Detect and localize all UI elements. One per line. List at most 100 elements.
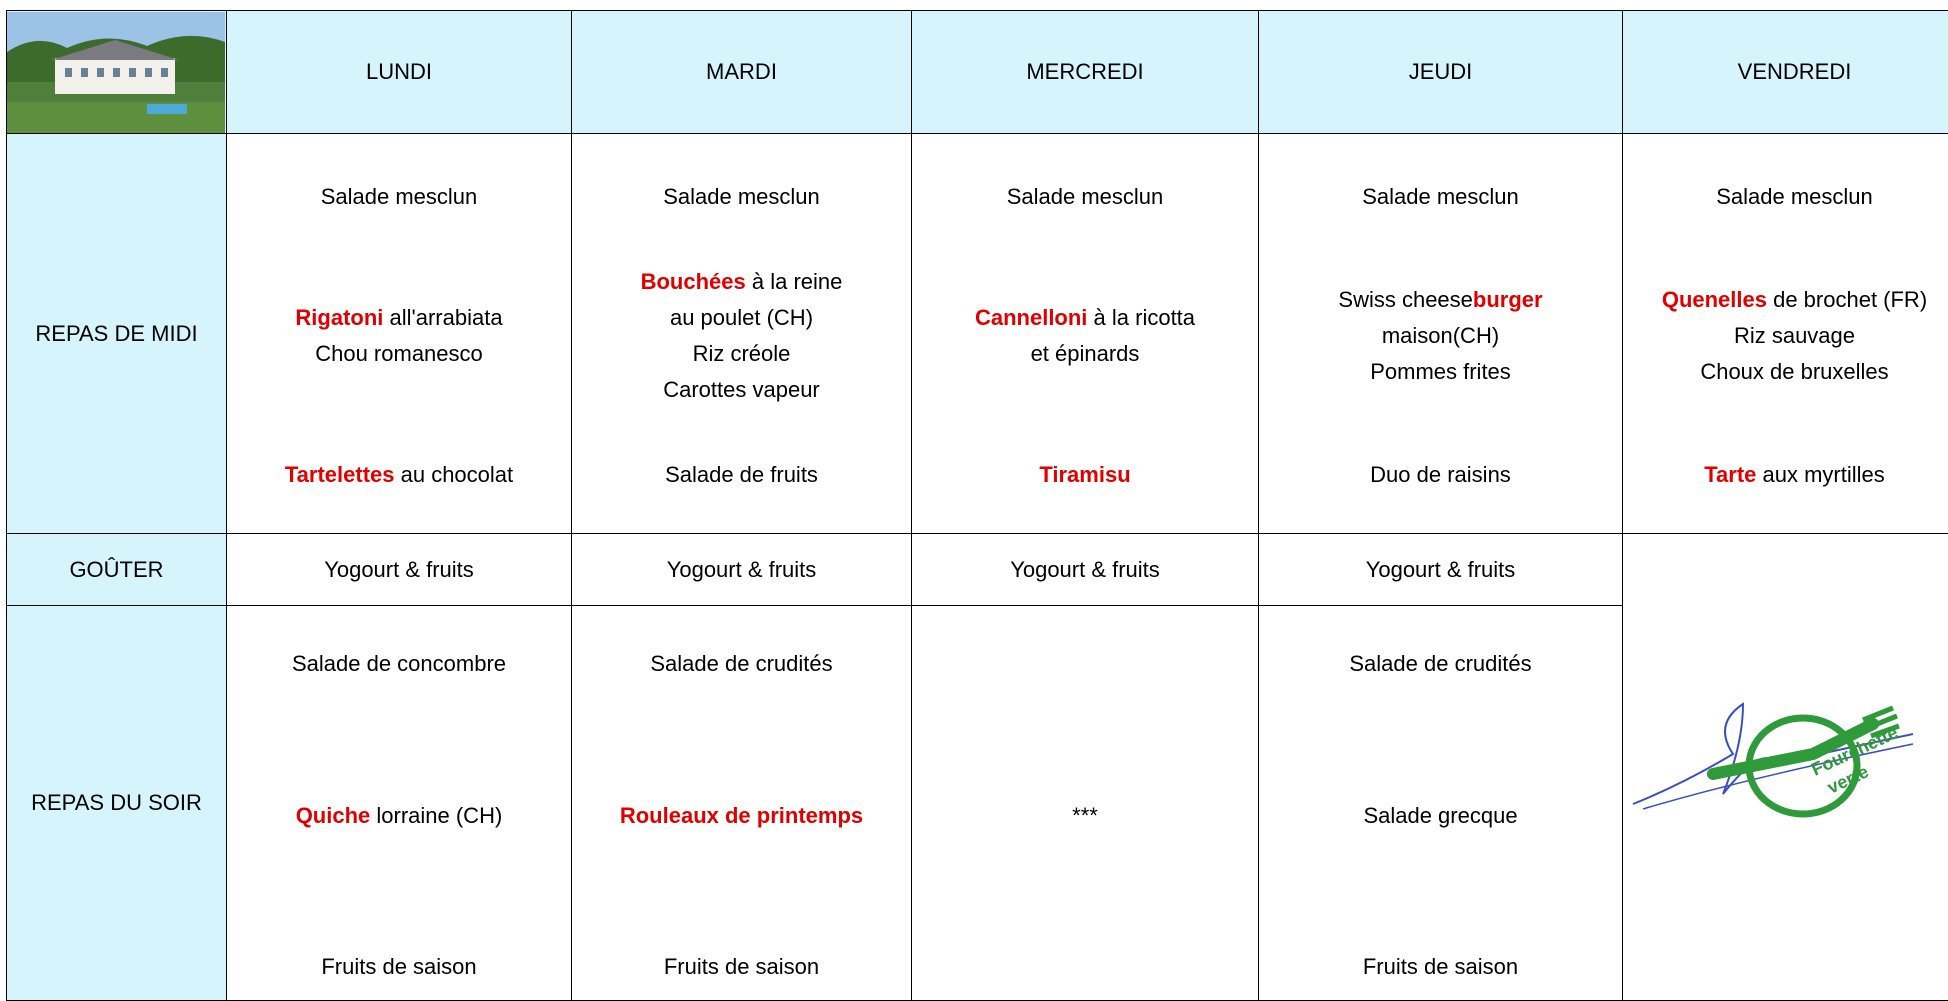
- dish-highlight: Tarte: [1704, 462, 1756, 487]
- course: Salade mesclun: [231, 179, 567, 215]
- course: Tarte aux myrtilles: [1627, 457, 1948, 493]
- menu-items: ***: [912, 606, 1258, 1000]
- course: Yogourt & fruits: [231, 552, 567, 588]
- dish-line: Salade mesclun: [1263, 179, 1618, 215]
- dish-line: Choux de bruxelles: [1627, 354, 1948, 390]
- course: Yogourt & fruits: [1263, 552, 1618, 588]
- menu-items: Salade mesclun Quenelles de brochet (FR)R…: [1623, 134, 1948, 533]
- course: ***: [916, 798, 1254, 834]
- course: Duo de raisins: [1263, 457, 1618, 493]
- dish-text: Swiss cheese: [1338, 287, 1473, 312]
- dish-line: Duo de raisins: [1263, 457, 1618, 493]
- menu-items: Yogourt & fruits: [227, 534, 571, 605]
- menu-cell: Yogourt & fruits: [227, 534, 572, 606]
- dish-line: Yogourt & fruits: [231, 552, 567, 588]
- course: Salade grecque: [1263, 798, 1618, 834]
- dish-line: Salade mesclun: [576, 179, 907, 215]
- dish-text: au poulet (CH): [670, 305, 813, 330]
- course: Salade mesclun: [576, 179, 907, 215]
- dish-line: Cannelloni à la ricotta: [916, 300, 1254, 336]
- course: Salade mesclun: [916, 179, 1254, 215]
- dish-line: Salade mesclun: [231, 179, 567, 215]
- dish-line: Carottes vapeur: [576, 372, 907, 408]
- course: Bouchées à la reine au poulet (CH) Riz cré…: [576, 264, 907, 408]
- dish-text: Duo de raisins: [1370, 462, 1511, 487]
- menu-cell: Yogourt & fruits: [1259, 534, 1623, 606]
- dish-text: Yogourt & fruits: [324, 557, 474, 582]
- dish-highlight: Cannelloni: [975, 305, 1087, 330]
- meal-label: REPAS DE MIDI: [7, 134, 227, 534]
- dish-line: ***: [916, 798, 1254, 834]
- dish-text: au chocolat: [395, 462, 514, 487]
- meal-label: GOÛTER: [7, 534, 227, 606]
- dish-text: Salade grecque: [1363, 803, 1517, 828]
- chateau-photo: [7, 12, 225, 133]
- dish-line: Yogourt & fruits: [576, 552, 907, 588]
- menu-cell: Salade mesclun Quenelles de brochet (FR)R…: [1623, 134, 1948, 534]
- dish-text: Fruits de saison: [321, 954, 476, 979]
- dish-text: Yogourt & fruits: [1010, 557, 1160, 582]
- dish-text: Salade mesclun: [1362, 184, 1519, 209]
- dish-line: Fruits de saison: [1263, 949, 1618, 985]
- dish-line: Salade grecque: [1263, 798, 1618, 834]
- dish-line: Swiss cheeseburger: [1263, 282, 1618, 318]
- menu-items: Salade de crudités Salade grecque Fruits d…: [1259, 606, 1622, 1000]
- dish-line: au poulet (CH): [576, 300, 907, 336]
- course: Salade de fruits: [576, 457, 907, 493]
- dish-text: Chou romanesco: [315, 341, 483, 366]
- dish-line: Riz créole: [576, 336, 907, 372]
- dish-text: Choux de bruxelles: [1700, 359, 1888, 384]
- course: Cannelloni à la ricotta et épinards: [916, 300, 1254, 372]
- menu-cell: Yogourt & fruits: [912, 534, 1259, 606]
- course: Fruits de saison: [1263, 949, 1618, 985]
- dish-line: Salade mesclun: [916, 179, 1254, 215]
- dish-line: Tartelettes au chocolat: [231, 457, 567, 493]
- day-header: MARDI: [572, 11, 912, 134]
- dish-text: Pommes frites: [1370, 359, 1511, 384]
- dish-line: Tiramisu: [916, 457, 1254, 493]
- dish-text: Salade mesclun: [663, 184, 820, 209]
- dish-highlight: Rigatoni: [295, 305, 383, 330]
- menu-items: Salade mesclun Cannelloni à la ricotta et …: [912, 134, 1258, 533]
- dish-text: Salade de concombre: [292, 651, 506, 676]
- menu-cell: Salade mesclun Swiss cheeseburger maison(C…: [1259, 134, 1623, 534]
- dish-text: Salade mesclun: [1716, 184, 1873, 209]
- dish-text: maison(CH): [1382, 323, 1499, 348]
- menu-items: Salade de concombre Quiche lorraine (CH) F…: [227, 606, 571, 1000]
- course: Quiche lorraine (CH): [231, 798, 567, 834]
- dish-line: Yogourt & fruits: [1263, 552, 1618, 588]
- logo-cell: Fourchette verte: [1623, 534, 1948, 1001]
- menu-cell: Salade mesclun Bouchées à la reine au poul…: [572, 134, 912, 534]
- day-header: JEUDI: [1259, 11, 1623, 134]
- menu-cell: Yogourt & fruits: [572, 534, 912, 606]
- dish-line: Riz sauvage: [1627, 318, 1948, 354]
- dish-highlight: Tartelettes: [285, 462, 395, 487]
- dish-text: Yogourt & fruits: [667, 557, 817, 582]
- dish-text: Yogourt & fruits: [1366, 557, 1516, 582]
- dish-highlight: Quiche: [296, 803, 371, 828]
- menu-cell: Salade de concombre Quiche lorraine (CH) F…: [227, 606, 572, 1001]
- menu-cell: ***: [912, 606, 1259, 1001]
- dish-text: Salade mesclun: [1007, 184, 1164, 209]
- dish-text: et épinards: [1031, 341, 1140, 366]
- course: Quenelles de brochet (FR)Riz sauvage Chou…: [1627, 282, 1948, 390]
- day-header: LUNDI: [227, 11, 572, 134]
- dish-line: Quenelles de brochet (FR): [1627, 282, 1948, 318]
- dish-text: Salade de crudités: [650, 651, 832, 676]
- dish-highlight: burger: [1473, 287, 1543, 312]
- dish-line: Bouchées à la reine: [576, 264, 907, 300]
- dish-text: à la ricotta: [1087, 305, 1195, 330]
- course: Salade mesclun: [1263, 179, 1618, 215]
- dish-text: Salade de crudités: [1349, 651, 1531, 676]
- photo-cell: [7, 11, 227, 134]
- dish-line: Fruits de saison: [576, 949, 907, 985]
- dish-text: ***: [1072, 803, 1098, 828]
- course: Yogourt & fruits: [576, 552, 907, 588]
- menu-cell: Salade mesclun Cannelloni à la ricotta et …: [912, 134, 1259, 534]
